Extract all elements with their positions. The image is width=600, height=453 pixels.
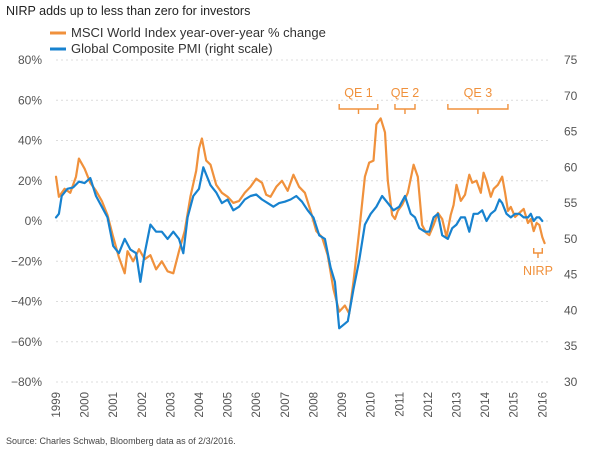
x-tick-label: 2010: [366, 392, 378, 418]
series-line-pmi: [54, 166, 544, 330]
left-tick-label: −80%: [11, 375, 42, 389]
right-tick-label: 60: [564, 160, 578, 174]
series-lines: [54, 117, 546, 330]
x-tick-label: 2011: [394, 392, 406, 417]
left-tick-label: 20%: [18, 174, 42, 188]
left-tick-label: −20%: [11, 254, 42, 268]
legend: MSCI World Index year-over-year % change…: [50, 25, 326, 56]
x-tick-label: 2008: [308, 392, 320, 418]
left-tick-label: −40%: [11, 295, 42, 309]
right-tick-label: 45: [564, 268, 578, 282]
x-tick-label: 2014: [480, 391, 492, 417]
right-tick-label: 65: [564, 125, 578, 139]
x-tick-label: 2002: [137, 392, 149, 418]
source-note: Source: Charles Schwab, Bloomberg data a…: [6, 436, 236, 446]
annotation-nirp: NIRP: [523, 264, 553, 278]
left-tick-label: 60%: [18, 93, 42, 107]
left-tick-label: 0%: [25, 214, 43, 228]
bracket-qe2: [394, 104, 416, 114]
annotation-qe2: QE 2: [391, 86, 420, 100]
right-tick-label: 30: [564, 375, 578, 389]
right-tick-label: 40: [564, 303, 578, 317]
x-tick-label: 2013: [451, 392, 463, 418]
x-tick-label: 2003: [165, 392, 177, 418]
x-tick-label: 2009: [337, 392, 349, 418]
series-line-msci: [54, 117, 546, 315]
x-tick-label: 2004: [194, 391, 206, 417]
right-tick-label: 75: [564, 53, 578, 67]
bracket-nirp: [532, 248, 543, 258]
right-y-axis: 75 70 65 60 55 50 45 40 35 30: [564, 53, 578, 389]
gridlines: [56, 59, 548, 383]
right-tick-label: 50: [564, 232, 578, 246]
bracket-qe3: [447, 104, 509, 114]
left-tick-label: 40%: [18, 134, 42, 148]
x-tick-label: 1999: [51, 392, 63, 418]
x-axis: 1999 2000 2001 2002 2003 2004 2005 2006 2007 2008…: [51, 391, 549, 417]
x-tick-label: 2012: [423, 392, 435, 418]
bracket-qe1: [338, 104, 379, 114]
x-tick-label: 2001: [108, 392, 120, 418]
x-tick-label: 2005: [223, 392, 235, 418]
annotation-qe1: QE 1: [344, 86, 373, 100]
annotation-qe3: QE 3: [464, 86, 493, 100]
right-tick-label: 70: [564, 89, 578, 103]
x-tick-label: 2000: [80, 392, 92, 418]
x-tick-label: 2006: [251, 392, 263, 418]
chart-title: NIRP adds up to less than zero for inves…: [6, 4, 251, 18]
left-tick-label: 80%: [18, 53, 42, 67]
x-tick-label: 2007: [280, 392, 292, 418]
x-tick-label: 2016: [537, 392, 549, 418]
left-tick-label: −60%: [11, 335, 42, 349]
right-tick-label: 55: [564, 196, 578, 210]
legend-label-pmi: Global Composite PMI (right scale): [71, 41, 273, 56]
x-tick-label: 2015: [509, 392, 521, 418]
legend-label-msci: MSCI World Index year-over-year % change: [71, 25, 326, 40]
annotations: QE 1 QE 2 QE 3 NIRP: [338, 86, 553, 278]
left-y-axis: 80% 60% 40% 20% 0% −20% −40% −60% −80%: [11, 53, 42, 389]
right-tick-label: 35: [564, 339, 578, 353]
